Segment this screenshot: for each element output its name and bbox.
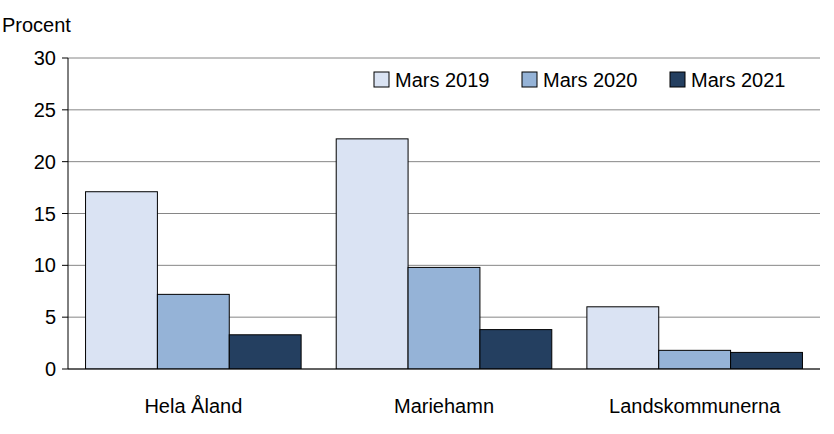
grid-line xyxy=(68,161,820,162)
tick-label: 25 xyxy=(34,99,56,121)
tick-mark xyxy=(62,109,68,110)
bar xyxy=(587,307,659,369)
grid-line xyxy=(68,109,820,110)
grid-line xyxy=(68,369,820,370)
tick-mark xyxy=(62,213,68,214)
bar xyxy=(659,350,731,369)
tick-mark xyxy=(62,58,68,59)
tick-mark xyxy=(62,265,68,266)
chart-container: 0 5 10 15 20 25 30 Hela Åland Mariehamn Landskomm… xyxy=(0,0,834,434)
category-label: Landskommunerna xyxy=(609,395,781,417)
bar xyxy=(336,139,408,369)
grid-line xyxy=(68,265,820,266)
legend-background xyxy=(370,64,814,98)
chart: 0 5 10 15 20 25 30 Hela Åland Mariehamn Landskomm… xyxy=(0,0,834,434)
legend-swatch xyxy=(522,72,537,87)
legend: Mars 2019 Mars 2020 Mars 2021 xyxy=(370,64,814,98)
legend-label: Mars 2021 xyxy=(691,69,786,91)
legend-label: Mars 2020 xyxy=(543,69,638,91)
bar xyxy=(86,192,158,369)
tick-label: 20 xyxy=(34,151,56,173)
tick-mark xyxy=(62,161,68,162)
tick-mark xyxy=(62,369,68,370)
axis-label: Procent xyxy=(2,14,71,36)
x-axis xyxy=(68,369,820,370)
tick-label: 15 xyxy=(34,203,56,225)
bar xyxy=(731,352,803,369)
grid-line xyxy=(68,58,820,59)
tick-mark xyxy=(62,317,68,318)
legend-label: Mars 2019 xyxy=(395,69,490,91)
bar xyxy=(229,335,301,369)
grid-line xyxy=(68,213,820,214)
tick-label: 5 xyxy=(45,306,56,328)
y-axis xyxy=(68,58,69,369)
background xyxy=(0,0,834,434)
bar xyxy=(480,330,552,369)
legend-swatch xyxy=(374,72,389,87)
tick-label: 0 xyxy=(45,358,56,380)
bars xyxy=(86,139,803,369)
tick-label: 10 xyxy=(34,254,56,276)
bar xyxy=(408,267,480,369)
bar xyxy=(157,294,229,369)
category-label: Hela Åland xyxy=(144,395,242,417)
legend-swatch xyxy=(670,72,685,87)
tick-label: 30 xyxy=(34,47,56,69)
category-label: Mariehamn xyxy=(394,395,494,417)
